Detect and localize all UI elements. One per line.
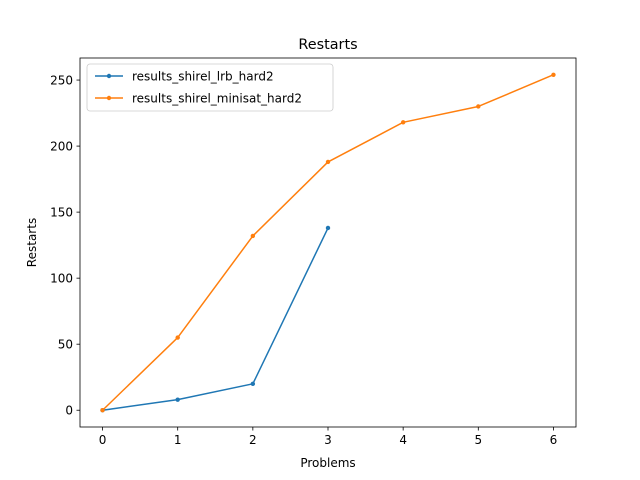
legend-marker-1 — [106, 95, 112, 101]
x-tick-label: 6 — [550, 433, 558, 447]
legend-marker-0 — [106, 73, 112, 79]
data-point-1-3 — [325, 159, 331, 165]
data-point-0-2 — [250, 381, 256, 387]
data-point-1-2 — [250, 233, 256, 239]
x-tick-label: 1 — [174, 433, 182, 447]
data-point-1-4 — [400, 120, 406, 125]
y-axis-label: Restarts — [25, 218, 39, 267]
data-point-1-0 — [100, 408, 105, 413]
data-point-1-5 — [476, 104, 481, 109]
y-tick-label: 0 — [65, 404, 73, 418]
series-line-0 — [101, 226, 330, 412]
y-tick-label: 150 — [50, 205, 73, 219]
legend: results_shirel_lrb_hard2 results_shirel_m… — [86, 63, 334, 112]
x-axis-ticks: 0 1 2 3 4 5 6 — [99, 427, 558, 447]
chart-title: Restarts — [298, 37, 357, 53]
y-tick-label: 250 — [50, 73, 73, 87]
y-tick-label: 200 — [50, 139, 73, 153]
data-point-0-3 — [325, 225, 331, 231]
y-tick-label: 100 — [50, 271, 73, 285]
plot-area — [100, 72, 556, 413]
x-tick-label: 0 — [99, 433, 107, 447]
y-tick-label: 50 — [58, 337, 73, 351]
x-tick-label: 2 — [249, 433, 257, 447]
legend-label-1: results_shirel_minisat_hard2 — [132, 91, 302, 105]
x-axis-label: Problems — [300, 456, 355, 470]
y-axis-ticks: 0 50 100 150 200 250 — [50, 73, 80, 418]
data-point-1-1 — [175, 335, 180, 340]
x-tick-label: 3 — [324, 433, 332, 447]
legend-label-0: results_shirel_lrb_hard2 — [132, 69, 274, 83]
x-tick-label: 4 — [399, 433, 407, 447]
x-tick-label: 5 — [474, 433, 482, 447]
data-point-0-1 — [175, 397, 180, 402]
data-point-1-6 — [551, 72, 556, 77]
legend-box — [86, 63, 334, 112]
